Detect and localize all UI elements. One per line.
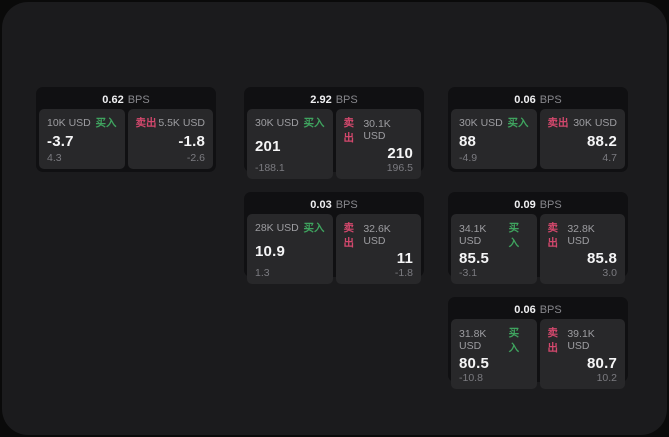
spread-value: 0.03 xyxy=(310,198,332,211)
sell-side-label: 卖出 xyxy=(343,222,355,249)
sell-tile[interactable]: 卖出 5.5K USD -1.8 -2.6 xyxy=(127,109,213,169)
buy-side-label: 买入 xyxy=(303,117,325,129)
quote-card: 0.06 BPS 30K USD 买入 88 -4.9 卖出 30K USD 8… xyxy=(448,87,628,172)
buy-side-label: 买入 xyxy=(508,327,520,354)
sell-delta: -1.8 xyxy=(394,267,413,279)
buy-side-label: 买入 xyxy=(95,117,117,129)
buy-delta: -3.1 xyxy=(459,267,478,279)
buy-delta: -10.8 xyxy=(459,372,483,384)
buy-price: 80.5 xyxy=(459,355,489,372)
sell-side-label: 卖出 xyxy=(135,117,157,129)
buy-delta: -188.1 xyxy=(255,162,285,174)
sell-price: 88.2 xyxy=(587,132,617,150)
sell-price: 80.7 xyxy=(587,355,617,372)
sell-delta: 10.2 xyxy=(596,372,617,384)
buy-tile[interactable]: 31.8K USD 买入 80.5 -10.8 xyxy=(451,319,537,389)
spread-unit-label: BPS xyxy=(127,93,150,106)
spread-value: 2.92 xyxy=(310,93,332,106)
sell-side-label: 卖出 xyxy=(343,117,355,144)
sell-notional: 30K USD xyxy=(573,116,617,129)
sell-tile[interactable]: 卖出 39.1K USD 80.7 10.2 xyxy=(539,319,625,389)
sell-price: 11 xyxy=(396,250,413,267)
spread-unit-label: BPS xyxy=(335,93,358,106)
buy-delta: 1.3 xyxy=(255,267,270,279)
buy-tile[interactable]: 30K USD 买入 201 -188.1 xyxy=(247,109,333,179)
sell-delta: -2.6 xyxy=(186,152,205,164)
buy-notional: 28K USD xyxy=(255,221,299,234)
spread-unit-label: BPS xyxy=(539,303,562,316)
sell-side-label: 卖出 xyxy=(547,222,559,249)
buy-price: -3.7 xyxy=(47,132,74,150)
spread-unit-label: BPS xyxy=(539,93,562,106)
buy-notional: 30K USD xyxy=(255,116,299,129)
spread-header: 0.09 BPS xyxy=(451,195,625,214)
quote-card: 0.62 BPS 10K USD 买入 -3.7 4.3 卖出 5.5K USD… xyxy=(36,87,216,172)
sell-notional: 30.1K USD xyxy=(363,118,391,142)
sell-price: 85.8 xyxy=(587,250,617,267)
spread-header: 2.92 BPS xyxy=(247,90,421,109)
quote-card: 0.03 BPS 28K USD 买入 10.9 1.3 卖出 32.6K US… xyxy=(244,192,424,284)
buy-side-label: 买入 xyxy=(303,222,325,234)
buy-tile[interactable]: 34.1K USD 买入 85.5 -3.1 xyxy=(451,214,537,284)
buy-notional: 34.1K USD xyxy=(459,223,487,247)
quote-card: 0.06 BPS 31.8K USD 买入 80.5 -10.8 卖出 39.1… xyxy=(448,297,628,389)
sell-notional: 32.6K USD xyxy=(363,223,391,247)
buy-price: 10.9 xyxy=(255,242,285,260)
sell-notional: 32.8K USD xyxy=(567,223,595,247)
sell-delta: 196.5 xyxy=(386,162,413,174)
spread-value: 0.62 xyxy=(102,93,124,106)
buy-notional: 10K USD xyxy=(47,116,91,129)
quote-card: 2.92 BPS 30K USD 买入 201 -188.1 卖出 30.1K … xyxy=(244,87,424,179)
buy-tile[interactable]: 28K USD 买入 10.9 1.3 xyxy=(247,214,333,284)
spread-value: 0.09 xyxy=(514,198,536,211)
spread-header: 0.06 BPS xyxy=(451,300,625,319)
spread-header: 0.06 BPS xyxy=(451,90,625,109)
spread-header: 0.62 BPS xyxy=(39,90,213,109)
buy-price: 85.5 xyxy=(459,250,489,267)
spread-header: 0.03 BPS xyxy=(247,195,421,214)
buy-delta: -4.9 xyxy=(459,152,478,164)
buy-tile[interactable]: 10K USD 买入 -3.7 4.3 xyxy=(39,109,125,169)
buy-tile[interactable]: 30K USD 买入 88 -4.9 xyxy=(451,109,537,169)
spread-unit-label: BPS xyxy=(539,198,562,211)
buy-delta: 4.3 xyxy=(47,152,62,164)
buy-price: 201 xyxy=(255,137,281,155)
sell-price: -1.8 xyxy=(178,132,205,150)
spread-value: 0.06 xyxy=(514,93,536,106)
sell-side-label: 卖出 xyxy=(547,117,569,129)
sell-tile[interactable]: 卖出 32.8K USD 85.8 3.0 xyxy=(539,214,625,284)
spread-value: 0.06 xyxy=(514,303,536,316)
sell-side-label: 卖出 xyxy=(547,327,559,354)
buy-price: 88 xyxy=(459,132,477,150)
sell-notional: 5.5K USD xyxy=(158,116,205,129)
buy-side-label: 买入 xyxy=(508,222,520,249)
sell-tile[interactable]: 卖出 30.1K USD 210 196.5 xyxy=(335,109,421,179)
sell-delta: 4.7 xyxy=(602,152,617,164)
sell-delta: 3.0 xyxy=(602,267,617,279)
buy-notional: 31.8K USD xyxy=(459,328,487,352)
quote-card: 0.09 BPS 34.1K USD 买入 85.5 -3.1 卖出 32.8K… xyxy=(448,192,628,284)
sell-tile[interactable]: 卖出 30K USD 88.2 4.7 xyxy=(539,109,625,169)
sell-price: 210 xyxy=(387,145,413,162)
buy-notional: 30K USD xyxy=(459,116,503,129)
buy-side-label: 买入 xyxy=(507,117,529,129)
sell-notional: 39.1K USD xyxy=(567,328,595,352)
sell-tile[interactable]: 卖出 32.6K USD 11 -1.8 xyxy=(335,214,421,284)
spread-unit-label: BPS xyxy=(335,198,358,211)
